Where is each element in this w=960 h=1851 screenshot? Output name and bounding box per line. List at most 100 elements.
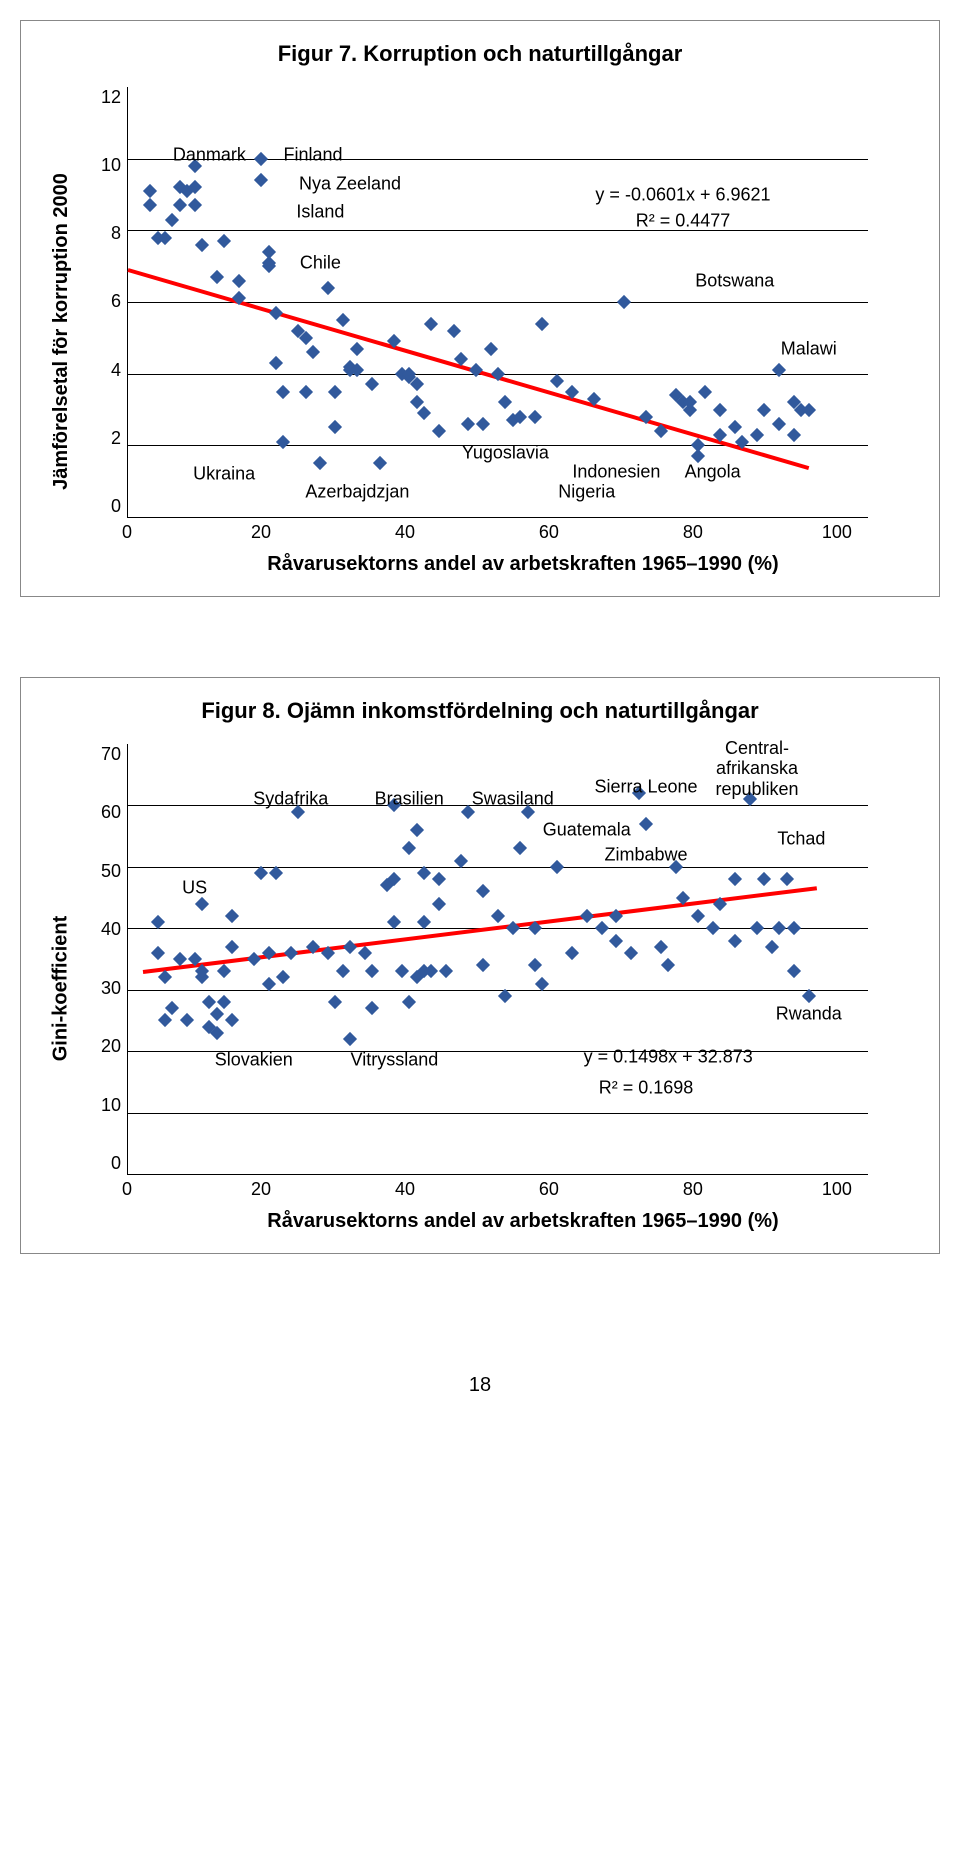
- data-point: [432, 872, 446, 886]
- y-tick-label: 10: [101, 155, 121, 176]
- annotation-label: Brasilien: [375, 789, 444, 810]
- data-point: [535, 316, 549, 330]
- data-point: [654, 940, 668, 954]
- data-point: [336, 964, 350, 978]
- annotation-label: Sydafrika: [253, 789, 328, 810]
- gridline: [128, 230, 868, 231]
- data-point: [165, 213, 179, 227]
- y-tick-label: 12: [101, 87, 121, 108]
- data-point: [780, 872, 794, 886]
- data-point: [343, 1032, 357, 1046]
- fig8-y-label-wrap: Gini-koefficient: [41, 744, 81, 1233]
- data-point: [180, 1013, 194, 1027]
- data-point: [484, 342, 498, 356]
- data-point: [535, 976, 549, 990]
- data-point: [350, 342, 364, 356]
- data-point: [254, 152, 268, 166]
- annotation-label: Botswana: [695, 270, 774, 291]
- data-point: [188, 198, 202, 212]
- annotation-label: Zimbabwe: [604, 844, 687, 865]
- annotation-label: R² = 0.4477: [636, 211, 731, 232]
- data-point: [365, 1001, 379, 1015]
- data-point: [143, 184, 157, 198]
- data-point: [365, 377, 379, 391]
- data-point: [424, 316, 438, 330]
- fig8-plot-y: 706050403020100 SydafrikaBrasilienSwasil…: [81, 744, 919, 1233]
- data-point: [151, 946, 165, 960]
- gridline: [128, 1113, 868, 1114]
- annotation-label: Slovakien: [215, 1050, 293, 1071]
- annotation-label: Rwanda: [776, 1004, 842, 1025]
- data-point: [269, 306, 283, 320]
- annotation-label: Indonesien: [572, 462, 660, 483]
- gridline: [128, 990, 868, 991]
- data-point: [661, 958, 675, 972]
- annotation-label: Guatemala: [543, 820, 631, 841]
- data-point: [476, 417, 490, 431]
- annotation-label: y = 0.1498x + 32.873: [584, 1047, 753, 1068]
- data-point: [247, 952, 261, 966]
- data-point: [706, 921, 720, 935]
- data-point: [202, 995, 216, 1009]
- data-point: [528, 958, 542, 972]
- data-point: [417, 866, 431, 880]
- data-point: [225, 1013, 239, 1027]
- data-point: [617, 295, 631, 309]
- fig7-plot-y: 121086420 DanmarkFinlandNya ZeelandIslan…: [81, 87, 919, 576]
- annotation-label: Central-afrikanskarepubliken: [715, 738, 798, 800]
- y-tick-label: 30: [101, 978, 121, 999]
- data-point: [158, 1013, 172, 1027]
- x-tick-label: 40: [395, 1179, 415, 1200]
- data-point: [802, 989, 816, 1003]
- data-point: [595, 921, 609, 935]
- y-tick-label: 4: [111, 360, 121, 381]
- annotation-label: R² = 0.1698: [599, 1078, 694, 1099]
- data-point: [173, 198, 187, 212]
- data-point: [439, 964, 453, 978]
- fig7-x-label: Råvarusektorns andel av arbetskraften 19…: [127, 553, 919, 576]
- y-tick-label: 0: [111, 1153, 121, 1174]
- data-point: [165, 1001, 179, 1015]
- y-tick-label: 40: [101, 919, 121, 940]
- data-point: [225, 909, 239, 923]
- data-point: [528, 410, 542, 424]
- x-tick-label: 20: [251, 1179, 271, 1200]
- data-point: [328, 420, 342, 434]
- data-point: [698, 385, 712, 399]
- data-point: [143, 198, 157, 212]
- y-tick-label: 20: [101, 1036, 121, 1057]
- x-tick-label: 0: [122, 522, 132, 543]
- annotation-label: y = -0.0601x + 6.9621: [595, 184, 770, 205]
- data-point: [358, 946, 372, 960]
- data-point: [432, 897, 446, 911]
- annotation-label: Finland: [283, 145, 342, 166]
- data-point: [158, 970, 172, 984]
- gridline: [128, 867, 868, 868]
- y-tick-label: 2: [111, 428, 121, 449]
- data-point: [313, 456, 327, 470]
- data-point: [387, 915, 401, 929]
- fig8-title: Figur 8. Ojämn inkomstfördelning och nat…: [41, 698, 919, 724]
- data-point: [321, 281, 335, 295]
- data-point: [262, 976, 276, 990]
- data-point: [365, 964, 379, 978]
- data-point: [432, 424, 446, 438]
- data-point: [195, 238, 209, 252]
- x-tick-label: 100: [822, 522, 852, 543]
- data-point: [750, 428, 764, 442]
- fig7-plot: DanmarkFinlandNya ZeelandIslandChileBots…: [127, 87, 868, 518]
- annotation-label: Danmark: [173, 145, 246, 166]
- fig8-x-ticks: 020406080100: [127, 1175, 867, 1200]
- data-point: [691, 909, 705, 923]
- annotation-label: Nya Zeeland: [299, 173, 401, 194]
- data-point: [225, 940, 239, 954]
- data-point: [787, 921, 801, 935]
- fig8-chart-area: Gini-koefficient 706050403020100 Sydafri…: [41, 744, 919, 1233]
- data-point: [254, 866, 268, 880]
- data-point: [454, 854, 468, 868]
- data-point: [498, 395, 512, 409]
- data-point: [343, 940, 357, 954]
- x-tick-label: 20: [251, 522, 271, 543]
- x-tick-label: 80: [683, 1179, 703, 1200]
- fig8-plot: SydafrikaBrasilienSwasilandSierra LeoneC…: [127, 744, 868, 1175]
